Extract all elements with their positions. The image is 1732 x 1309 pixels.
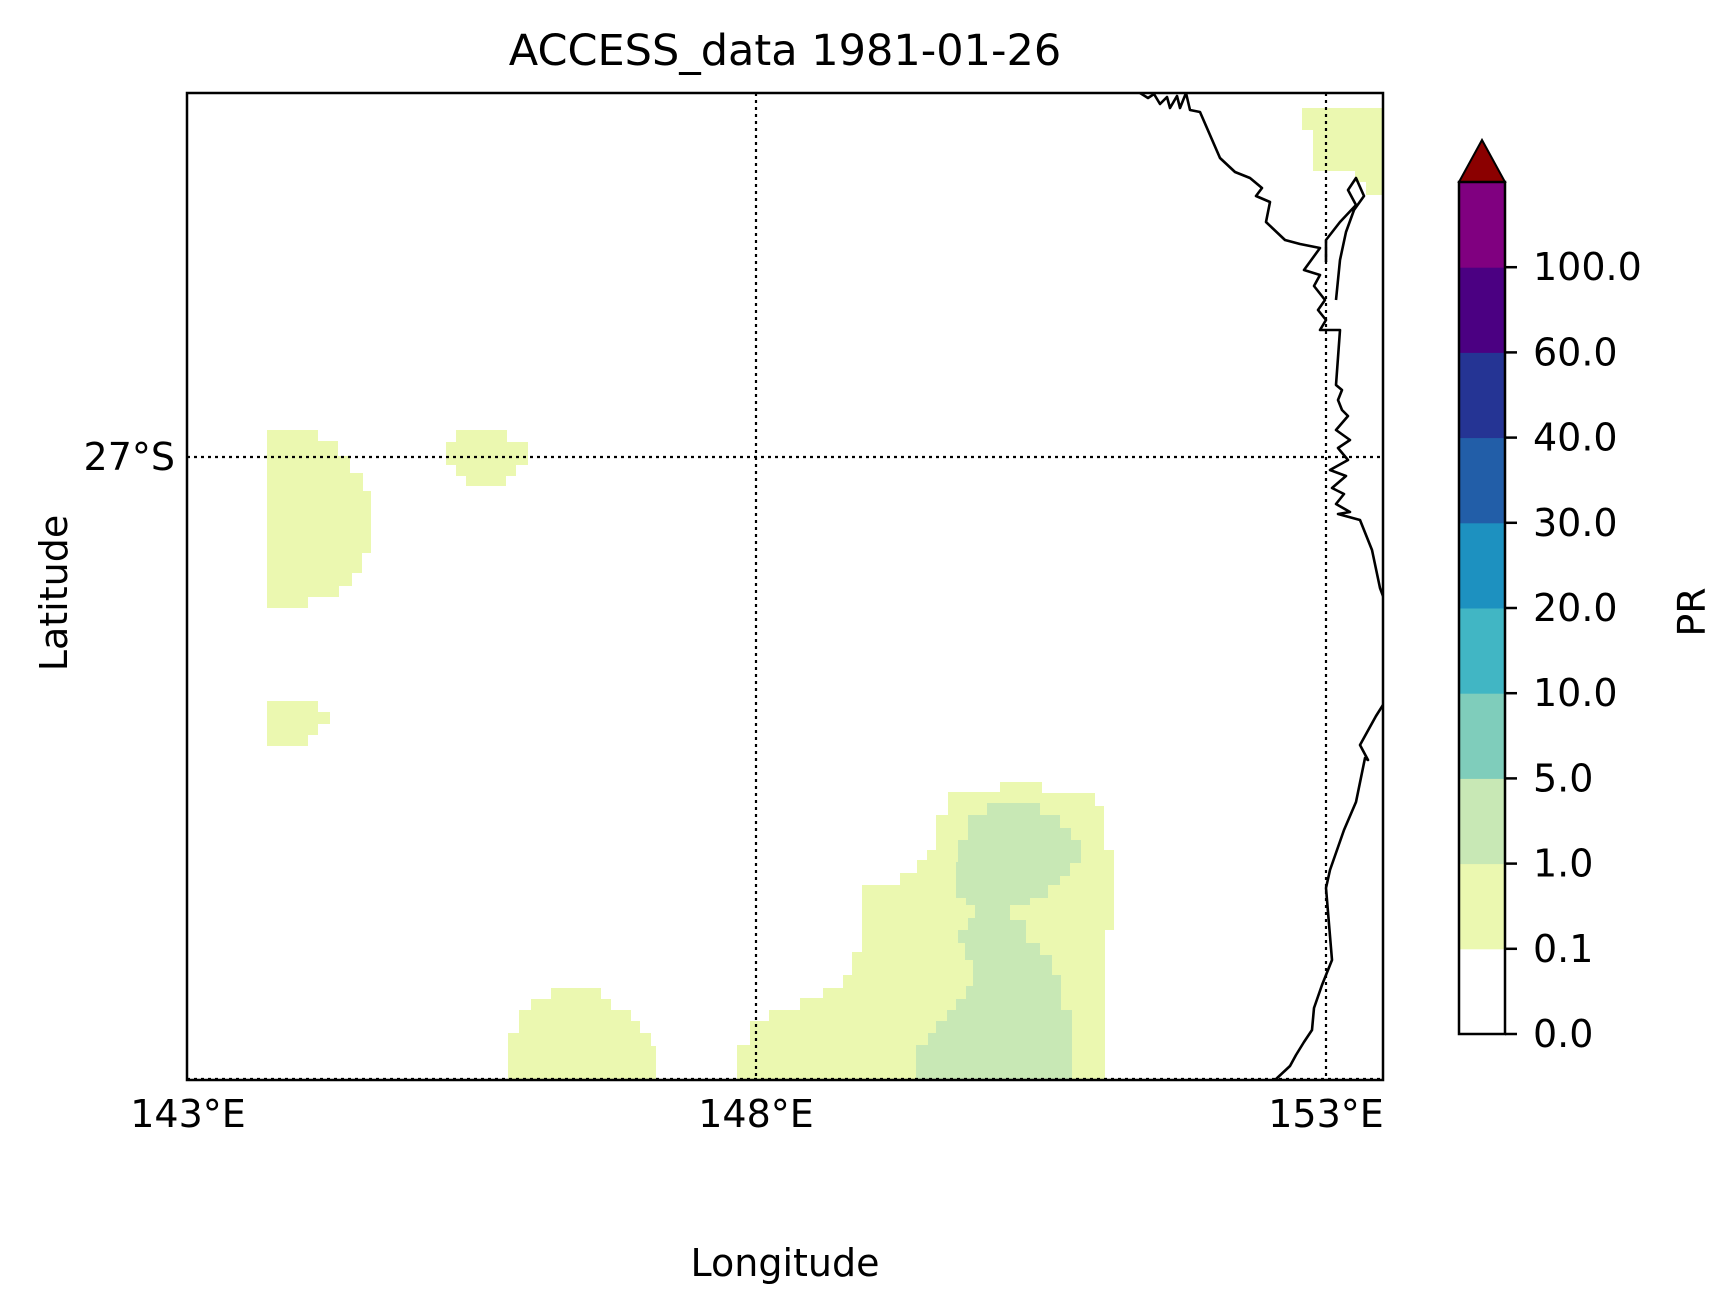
colorbar-tick-label: 20.0 xyxy=(1533,586,1618,630)
precip-region-southwest-small xyxy=(267,701,330,746)
x-tick-label-148e: 148°E xyxy=(698,1092,814,1136)
colorbar-swatch xyxy=(1459,267,1505,353)
colorbar-swatch xyxy=(1459,863,1505,950)
colorbar-swatch xyxy=(1459,522,1505,609)
colorbar-swatch xyxy=(1459,608,1505,694)
colorbar-tick-label: 0.0 xyxy=(1533,1012,1593,1056)
colorbar-tick-label: 40.0 xyxy=(1533,416,1618,460)
colorbar-tick-label: 30.0 xyxy=(1533,501,1618,545)
x-tick-label-153e: 153°E xyxy=(1268,1092,1384,1136)
colorbar-tick-label: 100.0 xyxy=(1533,245,1642,289)
colorbar: 0.0 0.1 1.0 5.0 10.0 20.0 30.0 40.0 60.0 100.0 PR xyxy=(1457,137,1714,1056)
colorbar-swatch xyxy=(1459,948,1505,1035)
precip-region-southeast-core xyxy=(916,803,1081,1080)
coastline xyxy=(1139,93,1383,1080)
coastline-south xyxy=(1274,704,1383,1080)
precip-region-west-small xyxy=(446,430,528,486)
chart-title: ACCESS_data 1981-01-26 xyxy=(509,26,1061,76)
map-area xyxy=(185,91,1385,1082)
coastline-north xyxy=(1139,93,1383,597)
precip-region-northeast-corner xyxy=(1302,108,1383,195)
map-frame xyxy=(185,91,1385,1082)
x-axis-label: Longitude xyxy=(691,1241,880,1285)
precipitation-field xyxy=(267,108,1383,1080)
colorbar-swatch xyxy=(1459,778,1505,865)
coastline-inlet xyxy=(1324,176,1366,301)
y-axis: 27°S Latitude xyxy=(32,435,175,671)
y-tick-label-27s: 27°S xyxy=(84,435,175,479)
colorbar-ticks: 0.0 0.1 1.0 5.0 10.0 20.0 30.0 40.0 60.0 100.0 xyxy=(1505,245,1642,1056)
colorbar-tick-label: 5.0 xyxy=(1533,756,1593,800)
map-background xyxy=(187,93,1383,1080)
colorbar-swatch xyxy=(1459,693,1505,779)
colorbar-tick-label: 60.0 xyxy=(1533,330,1618,374)
colorbar-tick-label: 1.0 xyxy=(1533,842,1593,886)
precip-region-south-central xyxy=(508,988,656,1080)
x-axis: 143°E 148°E 153°E Longitude xyxy=(130,1092,1384,1285)
colorbar-label: PR xyxy=(1670,587,1714,636)
colorbar-swatch xyxy=(1459,437,1505,524)
y-axis-label: Latitude xyxy=(32,515,76,671)
colorbar-swatch xyxy=(1459,352,1505,439)
x-tick-label-143e: 143°E xyxy=(130,1092,246,1136)
colorbar-extend-arrow xyxy=(1457,137,1507,183)
colorbar-swatch xyxy=(1459,182,1505,268)
colorbar-tick-label: 0.1 xyxy=(1533,927,1593,971)
colorbar-tick-label: 10.0 xyxy=(1533,671,1618,715)
colorbar-swatches xyxy=(1459,182,1505,1035)
precip-region-west-large xyxy=(267,430,371,608)
